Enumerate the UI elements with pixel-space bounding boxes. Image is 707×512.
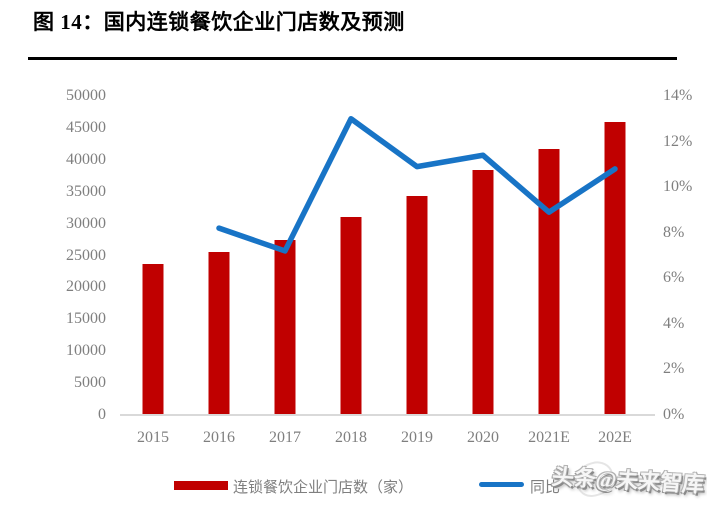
title-divider [28,57,677,60]
y-tick-left-0: 0 [98,406,106,423]
legend-swatch-line [479,482,524,487]
x-label-202E: 202E [598,429,632,446]
x-label-2019: 2019 [401,429,433,446]
chart-legend: 连锁餐饮企业门店数（家） 同比 [0,478,707,508]
y-tick-right-12%: 12% [663,132,693,150]
bar-2019 [406,195,428,415]
y-tick-left-20000: 20000 [66,278,106,296]
x-axis-line [120,414,655,416]
bar-2015 [142,264,164,415]
x-label-2018: 2018 [335,429,367,446]
bar-2016 [208,252,230,415]
y-tick-left-45000: 45000 [66,118,106,136]
y-tick-right-4%: 4% [663,314,685,332]
y-tick-right-0%: 0% [663,406,685,423]
legend-swatch-bars [174,481,228,490]
bar-2021E [538,148,560,415]
x-label-2016: 2016 [203,429,235,446]
y-tick-left-15000: 15000 [66,310,106,328]
y-tick-right-10%: 10% [663,178,693,196]
legend-label-line: 同比 [530,480,561,496]
bar-2020 [472,170,494,415]
figure-title: 图 14：国内连锁餐饮企业门店数及预测 [33,10,405,34]
chart-plot-area: 0 5000 10000 15000 20000 25000 30000 35000 40000… [0,60,707,512]
y-tick-right-8%: 8% [663,223,685,241]
bar-202E [604,121,626,415]
y-tick-right-2%: 2% [663,360,685,378]
y-tick-left-10000: 10000 [66,342,106,360]
y-tick-left-35000: 35000 [66,182,106,200]
x-label-2017: 2017 [269,429,301,446]
legend-label-bars: 连锁餐饮企业门店数（家） [233,480,414,496]
y-tick-left-30000: 30000 [66,214,106,232]
y-tick-left-5000: 5000 [74,374,106,392]
y-tick-right-6%: 6% [663,269,685,287]
y-tick-left-25000: 25000 [66,246,106,264]
x-label-2015: 2015 [137,429,169,446]
y-tick-left-40000: 40000 [66,150,106,168]
bar-2017 [274,240,296,415]
x-label-2020: 2020 [467,429,499,446]
bar-2018 [340,217,362,415]
x-label-2021E: 2021E [528,429,570,446]
y-tick-right-14%: 14% [663,87,693,104]
y-tick-left-50000: 50000 [66,87,106,104]
